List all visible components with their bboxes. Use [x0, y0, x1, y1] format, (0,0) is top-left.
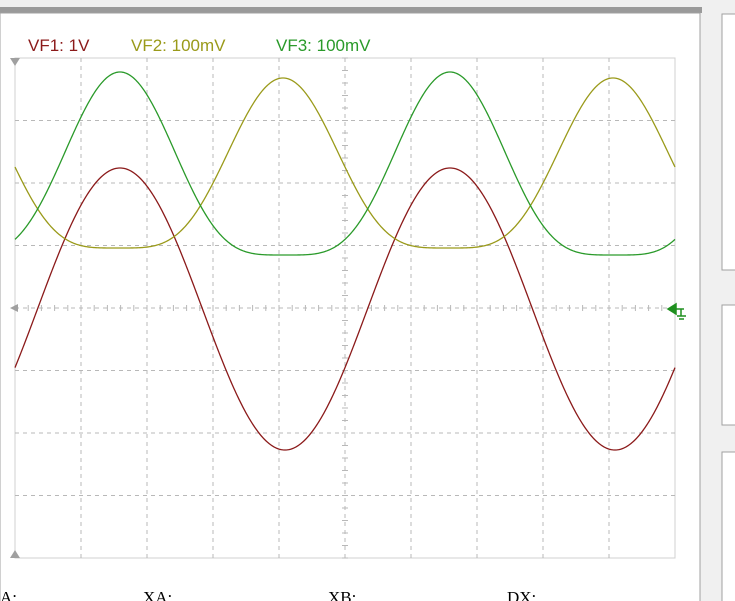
measurement-label: XA:	[143, 588, 172, 601]
title-bar	[0, 7, 702, 13]
side-panel	[721, 304, 735, 426]
marker	[10, 304, 18, 312]
legend-entry: VF1: 1V	[28, 36, 90, 55]
waveform	[14, 77, 676, 249]
side-panel	[721, 13, 735, 271]
legend-entry: VF3: 100mV	[276, 36, 371, 55]
grid	[14, 57, 675, 559]
side-panel	[721, 451, 735, 601]
measurement-label: XB:	[328, 588, 356, 601]
measurement-label: A:	[0, 588, 17, 601]
legend-entry: VF2: 100mV	[131, 36, 226, 55]
measurement-label: DX:	[507, 588, 536, 601]
marker	[10, 550, 20, 558]
marker	[10, 58, 20, 66]
waveform	[14, 167, 676, 451]
ground-marker	[666, 302, 686, 320]
waveform	[14, 71, 676, 256]
waveforms	[14, 71, 676, 451]
